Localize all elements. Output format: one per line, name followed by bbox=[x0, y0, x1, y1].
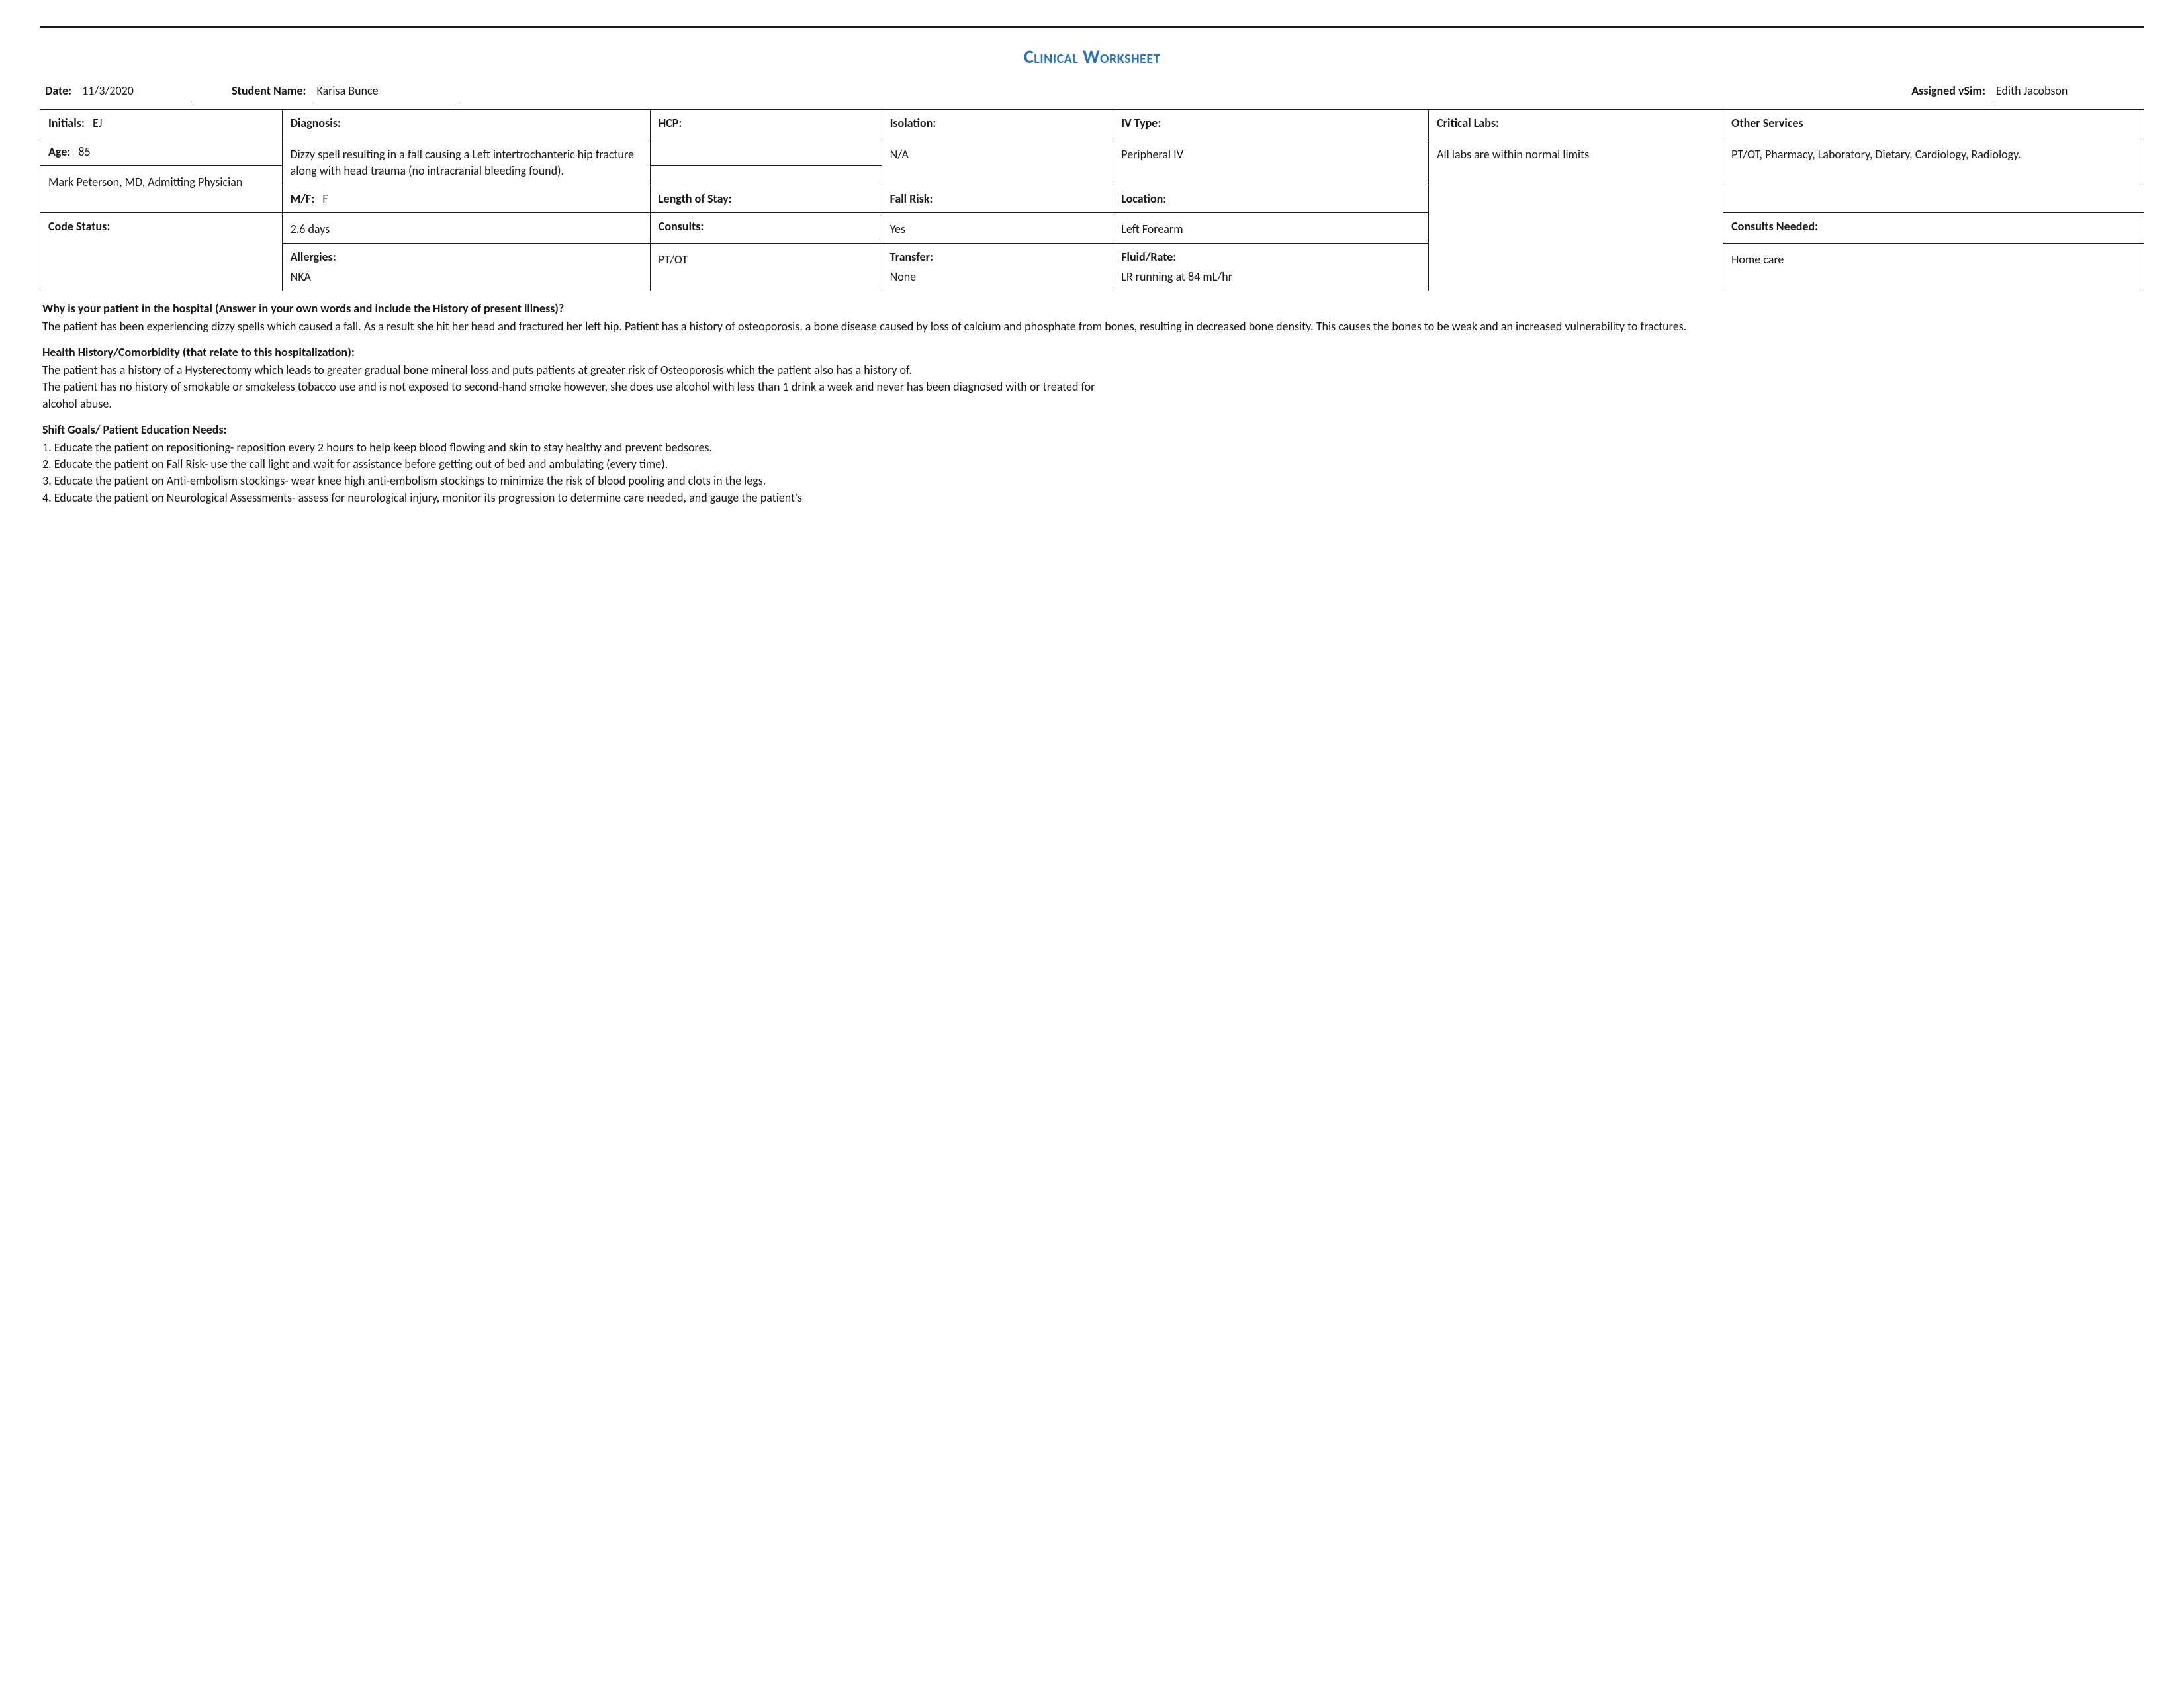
hh-line-3: alcohol abuse. bbox=[42, 396, 2142, 412]
consults-label: Consults: bbox=[659, 219, 704, 234]
consults-cell: Consults: bbox=[650, 213, 882, 244]
codestatus-cell: Code Status: bbox=[40, 213, 283, 291]
consults-value: PT/OT bbox=[659, 252, 874, 268]
fluidrate-label: Fluid/Rate: bbox=[1121, 250, 1176, 264]
los-value-cell: 2.6 days bbox=[282, 213, 650, 244]
shift-goals-question: Shift Goals/ Patient Education Needs: bbox=[42, 422, 2142, 438]
codestatus-label: Code Status: bbox=[48, 219, 110, 234]
allergies-value: NKA bbox=[291, 269, 642, 285]
fallrisk-cell: Fall Risk: bbox=[882, 185, 1113, 212]
fallrisk-label: Fall Risk: bbox=[890, 191, 933, 206]
fluidrate-cell: Fluid/Rate: LR running at 84 mL/hr bbox=[1113, 244, 1429, 291]
otherservices-value: PT/OT, Pharmacy, Laboratory, Dietary, Ca… bbox=[1731, 146, 2136, 163]
shift-goals-section: Shift Goals/ Patient Education Needs: 1.… bbox=[40, 422, 2144, 506]
otherservices-label: Other Services bbox=[1731, 116, 1803, 130]
goal-item: 1. Educate the patient on repositioning-… bbox=[42, 440, 2142, 456]
critlabs-blank-cell bbox=[1429, 185, 1723, 291]
transfer-cell: Transfer: None bbox=[882, 244, 1113, 291]
critlabs-value-cell: All labs are within normal limits bbox=[1429, 138, 1723, 185]
fallrisk-value-cell: Yes bbox=[882, 213, 1113, 244]
consultsneeded-value-cell: Home care bbox=[1723, 244, 2144, 291]
consultsneeded-value: Home care bbox=[1731, 252, 2136, 268]
mf-value: F bbox=[322, 191, 328, 206]
allergies-label: Allergies: bbox=[291, 250, 336, 264]
hcp-cell: HCP: bbox=[650, 110, 882, 165]
assigned-vsim-value: Edith Jacobson bbox=[1993, 83, 2139, 101]
isolation-cell: Isolation: bbox=[882, 110, 1113, 138]
consults-value-cell: PT/OT bbox=[650, 244, 882, 291]
initials-label: Initials: bbox=[48, 116, 85, 130]
ivtype-value: Peripheral IV bbox=[1121, 146, 1420, 163]
transfer-label: Transfer: bbox=[890, 250, 933, 264]
location-label: Location: bbox=[1121, 191, 1166, 206]
goal-item: 4. Educate the patient on Neurological A… bbox=[42, 490, 2142, 506]
diagnosis-value: Dizzy spell resulting in a fall causing … bbox=[291, 146, 642, 179]
allergies-cell: Allergies: NKA bbox=[282, 244, 650, 291]
health-history-section: Health History/Comorbidity (that relate … bbox=[40, 344, 2144, 412]
los-cell: Length of Stay: bbox=[650, 185, 882, 212]
student-name-field: Student Name: Karisa Bunce bbox=[232, 83, 459, 101]
ivtype-label: IV Type: bbox=[1121, 116, 1161, 130]
consultsneeded-cell: Consults Needed: bbox=[1723, 213, 2144, 244]
mf-cell: M/F: F bbox=[282, 185, 650, 212]
date-field: Date: 11/3/2020 bbox=[45, 83, 192, 101]
initials-cell: Initials: EJ bbox=[40, 110, 283, 138]
date-label: Date: bbox=[45, 83, 71, 99]
age-value: 85 bbox=[78, 144, 90, 159]
otherservices-cell: Other Services bbox=[1723, 110, 2144, 138]
top-rule bbox=[40, 26, 2144, 28]
location-value: Left Forearm bbox=[1121, 221, 1420, 238]
transfer-value: None bbox=[890, 269, 1105, 285]
clinical-table: Initials: EJ Diagnosis: HCP: Isolation: … bbox=[40, 109, 2144, 291]
los-value: 2.6 days bbox=[291, 221, 642, 238]
location-cell: Location: bbox=[1113, 185, 1429, 212]
location-value-cell: Left Forearm bbox=[1113, 213, 1429, 244]
age-label: Age: bbox=[48, 144, 70, 159]
hh-line-1: The patient has a history of a Hysterect… bbox=[42, 362, 2142, 379]
student-name-value: Karisa Bunce bbox=[314, 83, 459, 101]
diagnosis-value-cell: Dizzy spell resulting in a fall causing … bbox=[282, 138, 650, 185]
assigned-vsim-field: Assigned vSim: Edith Jacobson bbox=[1911, 83, 2139, 101]
critlabs-cell: Critical Labs: bbox=[1429, 110, 1723, 138]
goal-item: 2. Educate the patient on Fall Risk- use… bbox=[42, 456, 2142, 473]
hcp-label: HCP: bbox=[659, 116, 682, 130]
diagnosis-cell: Diagnosis: bbox=[282, 110, 650, 138]
fluidrate-value: LR running at 84 mL/hr bbox=[1121, 269, 1420, 285]
ivtype-value-cell: Peripheral IV bbox=[1113, 138, 1429, 185]
critlabs-label: Critical Labs: bbox=[1437, 116, 1499, 130]
why-question: Why is your patient in the hospital (Ans… bbox=[42, 301, 2142, 317]
health-history-answer: The patient has a history of a Hysterect… bbox=[42, 362, 2142, 412]
hh-line-2: The patient has no history of smokable o… bbox=[42, 379, 2142, 395]
ivtype-cell: IV Type: bbox=[1113, 110, 1429, 138]
shift-goals-list: 1. Educate the patient on repositioning-… bbox=[42, 440, 2142, 506]
page-title: Clinical Worksheet bbox=[40, 44, 2144, 70]
assigned-vsim-label: Assigned vSim: bbox=[1911, 83, 1985, 99]
goal-item: 3. Educate the patient on Anti-embolism … bbox=[42, 473, 2142, 489]
los-label: Length of Stay: bbox=[659, 191, 732, 206]
mf-label: M/F: bbox=[291, 191, 315, 206]
isolation-label: Isolation: bbox=[890, 116, 936, 130]
isolation-value-cell: N/A bbox=[882, 138, 1113, 185]
critlabs-value: All labs are within normal limits bbox=[1437, 146, 1715, 163]
why-answer: The patient has been experiencing dizzy … bbox=[42, 318, 2142, 335]
age-cell: Age: 85 bbox=[40, 138, 283, 165]
otherservices-value-cell: PT/OT, Pharmacy, Laboratory, Dietary, Ca… bbox=[1723, 138, 2144, 185]
date-value: 11/3/2020 bbox=[79, 83, 192, 101]
consultsneeded-label: Consults Needed: bbox=[1731, 219, 1818, 234]
isolation-value: N/A bbox=[890, 146, 1105, 163]
hcp-value-cell: Mark Peterson, MD, Admitting Physician bbox=[40, 165, 283, 212]
why-section: Why is your patient in the hospital (Ans… bbox=[40, 301, 2144, 335]
diagnosis-label: Diagnosis: bbox=[291, 116, 341, 130]
health-history-question: Health History/Comorbidity (that relate … bbox=[42, 344, 2142, 361]
fallrisk-value: Yes bbox=[890, 221, 1105, 238]
student-name-label: Student Name: bbox=[232, 83, 306, 99]
hcp-value: Mark Peterson, MD, Admitting Physician bbox=[48, 174, 274, 191]
header-row: Date: 11/3/2020 Student Name: Karisa Bun… bbox=[40, 83, 2144, 101]
initials-value: EJ bbox=[93, 116, 103, 130]
